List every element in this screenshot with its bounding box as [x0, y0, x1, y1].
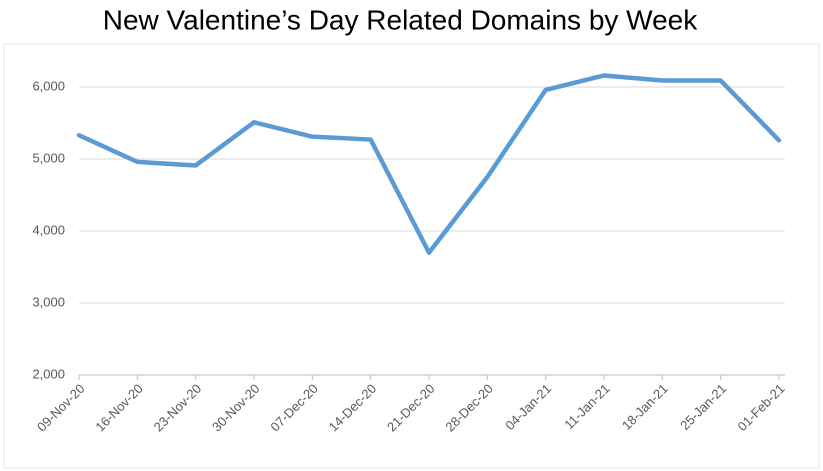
y-tick-label: 3,000 [32, 294, 65, 309]
x-tick-label: 23-Nov-20 [151, 381, 205, 435]
x-tick-label: 01-Feb-21 [735, 381, 788, 434]
x-tick-label: 14-Dec-20 [326, 381, 380, 435]
x-tick-label: 28-Dec-20 [442, 381, 496, 435]
x-tick-label: 16-Nov-20 [92, 381, 146, 435]
x-tick-label: 30-Nov-20 [209, 381, 263, 435]
x-tick-label: 18-Jan-21 [619, 381, 671, 433]
x-tick-label: 25-Jan-21 [677, 381, 729, 433]
data-line [76, 73, 782, 255]
x-tick-label: 21-Dec-20 [384, 381, 438, 435]
y-tick-label: 6,000 [32, 78, 65, 93]
chart-title: New Valentine’s Day Related Domains by W… [103, 4, 699, 35]
x-tick-label: 07-Dec-20 [267, 381, 321, 435]
x-tick-label: 09-Nov-20 [34, 381, 88, 435]
y-tick-label: 2,000 [32, 366, 65, 381]
chart-frame [3, 43, 820, 469]
x-tick-label: 04-Jan-21 [502, 381, 554, 433]
y-tick-label: 5,000 [32, 150, 65, 165]
x-tick-label: 11-Jan-21 [561, 381, 612, 432]
y-tick-label: 4,000 [32, 222, 65, 237]
